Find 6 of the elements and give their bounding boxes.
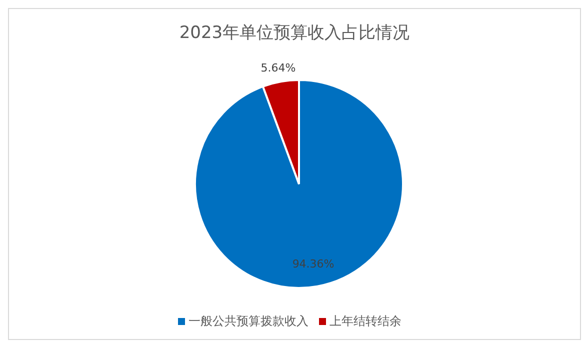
legend-label: 上年结转结余 bbox=[330, 314, 402, 328]
legend-label: 一般公共预算拨款收入 bbox=[188, 314, 308, 328]
pie-slice bbox=[194, 79, 404, 289]
data-label: 5.64% bbox=[260, 61, 296, 74]
data-label: 94.36% bbox=[292, 257, 334, 270]
chart-title: 2023年单位预算收入占比情况 bbox=[178, 22, 411, 45]
